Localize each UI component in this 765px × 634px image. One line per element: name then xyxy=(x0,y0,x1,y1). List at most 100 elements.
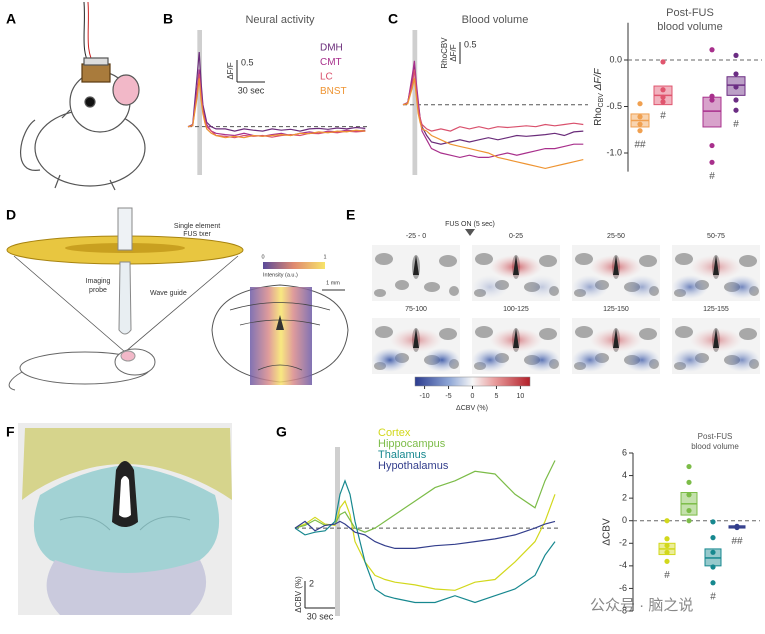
map-midline xyxy=(513,328,519,348)
trace xyxy=(402,78,584,170)
data-point xyxy=(733,97,739,103)
legend-entry: BNST xyxy=(320,86,347,97)
map-texture xyxy=(575,326,593,338)
panel-letters: A B C D E F G xyxy=(6,11,398,440)
chart-title: Neural activity xyxy=(245,14,315,26)
scale-bar-unit: ΔF/F xyxy=(226,62,235,79)
map-texture xyxy=(439,328,457,340)
data-point xyxy=(686,479,692,485)
data-point xyxy=(637,101,643,107)
data-point xyxy=(664,542,670,549)
colorbar-tick-label: -10 xyxy=(420,393,430,400)
trace xyxy=(402,65,584,145)
label: probe xyxy=(89,287,107,294)
label: Imaging xyxy=(86,278,111,285)
label: Single element xyxy=(174,223,220,230)
y-tick-label: 6 xyxy=(622,447,627,457)
window-label: -25 - 0 xyxy=(406,233,426,240)
map-texture xyxy=(739,255,757,267)
data-point xyxy=(664,558,670,564)
data-point xyxy=(660,99,666,105)
data-point xyxy=(709,142,715,149)
colorbar-tick-label: 1 xyxy=(323,254,326,260)
map-blue xyxy=(372,348,408,372)
y-axis-label: RhoCBV ΔF/F xyxy=(593,68,605,126)
map-midline xyxy=(513,255,519,275)
trace xyxy=(187,78,366,139)
data-point xyxy=(637,114,643,120)
map-midline xyxy=(713,328,719,348)
y-tick-label: -0.5 xyxy=(606,101,622,111)
legend-entry: Hypothalamus xyxy=(378,460,449,472)
scale-bar-unit: ΔCBV (%) xyxy=(294,576,303,613)
map-blue xyxy=(672,275,708,299)
cbv-map xyxy=(572,318,660,374)
data-point xyxy=(710,564,716,570)
map-blue xyxy=(724,275,760,299)
cbv-map xyxy=(372,318,460,374)
scale-label: 1 mm xyxy=(326,280,340,286)
setup-illustration: Single element FUS txer Imaging probe Wa… xyxy=(6,207,349,391)
scale-bar-unit: RhoCBV xyxy=(440,37,449,69)
trace xyxy=(402,69,584,132)
y-axis-label-part: Rho xyxy=(593,107,604,126)
colorbar-tick-label: -5 xyxy=(445,393,451,400)
map-blue xyxy=(472,275,508,299)
data-point xyxy=(664,536,670,542)
map-texture xyxy=(739,328,757,340)
panel-letter: F xyxy=(6,424,15,440)
map-texture xyxy=(475,326,493,338)
map-blue xyxy=(724,348,760,372)
chart-title: Post-FUS xyxy=(698,432,733,441)
colorbar-tick-label: 10 xyxy=(517,393,525,400)
onset-label: FUS ON (5 sec) xyxy=(445,221,495,228)
map-texture xyxy=(639,328,657,340)
map-texture xyxy=(424,282,440,292)
panel-letter: C xyxy=(388,11,398,27)
cbv-map xyxy=(372,245,460,301)
data-point xyxy=(733,107,739,113)
window-label: 75-100 xyxy=(405,306,427,313)
y-axis-label: ΔCBV xyxy=(602,518,613,546)
y-tick-label: -4 xyxy=(619,560,627,570)
chart-title: blood volume xyxy=(691,442,739,451)
trace xyxy=(402,60,584,159)
map-texture xyxy=(539,255,557,267)
data-point xyxy=(660,59,666,65)
map-texture xyxy=(449,286,459,296)
panel-letter: B xyxy=(163,11,173,27)
label: Wave guide xyxy=(150,290,187,297)
significance: # xyxy=(664,570,670,581)
chart-title: Post-FUS xyxy=(666,7,714,19)
map-texture xyxy=(439,255,457,267)
map-blue xyxy=(572,348,608,372)
scale-bar-label: 2 xyxy=(309,578,314,588)
data-point xyxy=(709,159,715,165)
window-label: 125-155 xyxy=(703,306,729,313)
map-texture xyxy=(374,289,386,297)
map-blue xyxy=(524,275,560,299)
data-point xyxy=(733,84,739,90)
window-label: 50-75 xyxy=(707,233,725,240)
data-point xyxy=(710,519,716,525)
panel-letter: G xyxy=(276,424,287,440)
scale-bar-unit: ΔF/F xyxy=(449,44,458,61)
scale-bar-label: 30 sec xyxy=(307,611,334,621)
map-texture xyxy=(539,328,557,340)
y-tick-label: -2 xyxy=(619,538,627,548)
data-point xyxy=(686,518,692,524)
y-tick-label: 0.0 xyxy=(609,54,622,64)
data-point xyxy=(709,47,715,53)
stimulus-band xyxy=(197,30,202,175)
map-texture xyxy=(639,255,657,267)
map-texture xyxy=(675,326,693,338)
data-point xyxy=(710,549,716,555)
data-point xyxy=(637,128,643,134)
y-tick-label: -8 xyxy=(619,605,627,615)
intensity-colorbar xyxy=(263,262,325,269)
y-axis-label-part: ΔF/F xyxy=(593,68,604,93)
panel-letter: E xyxy=(346,207,355,223)
data-point xyxy=(664,549,670,555)
map-blue xyxy=(624,275,660,299)
data-point xyxy=(637,121,643,127)
